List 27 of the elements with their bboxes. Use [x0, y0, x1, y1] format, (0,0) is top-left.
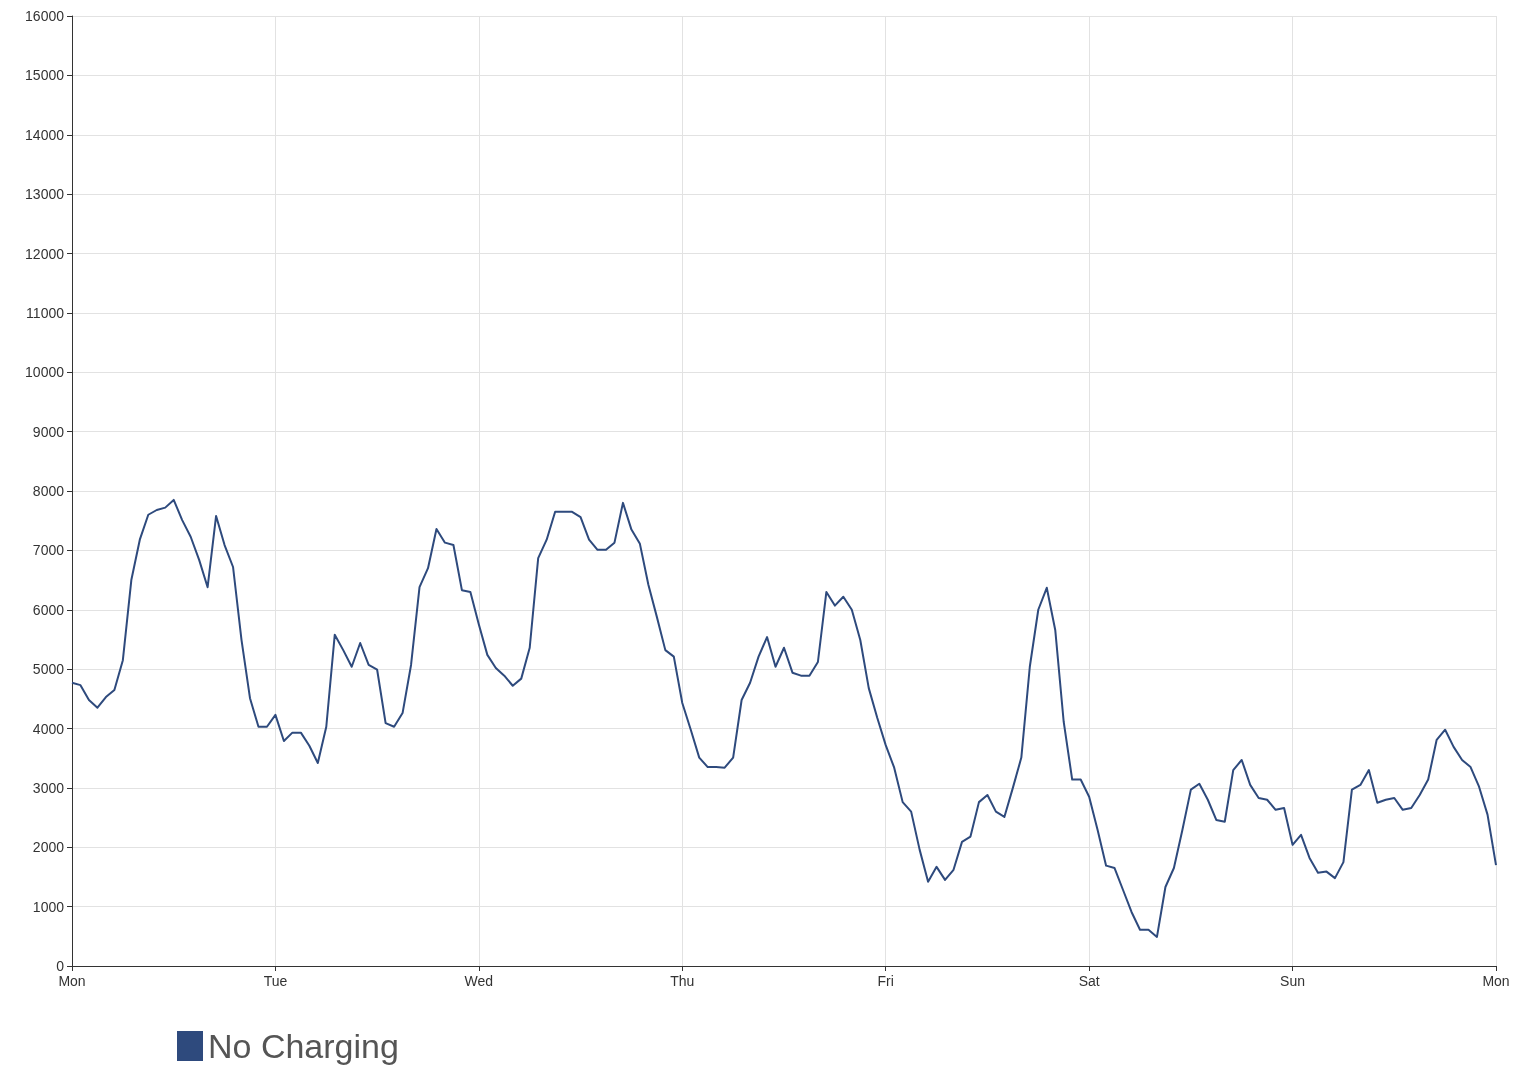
- legend-label: No Charging: [208, 1027, 399, 1065]
- y-tick-label: 3000: [32, 779, 65, 796]
- y-tick-label: 7000: [32, 542, 65, 559]
- y-tick-label: 14000: [25, 126, 65, 143]
- line-series: [71, 498, 1497, 938]
- y-tick-label: 12000: [25, 245, 65, 262]
- y-tick-label: 16000: [25, 8, 65, 24]
- y-tick-label: 1000: [32, 898, 65, 915]
- x-tick-label: Sun: [1280, 973, 1306, 989]
- y-tick-label: 8000: [32, 483, 65, 499]
- x-tick-label: Wed: [464, 973, 494, 989]
- y-tick-label: 15000: [25, 67, 65, 84]
- x-tick-label: Mon: [58, 973, 86, 989]
- y-tick-label: 9000: [32, 423, 65, 440]
- x-tick-label: Fri: [877, 973, 894, 989]
- y-tick-label: 13000: [25, 186, 65, 203]
- y-tick-label: 6000: [32, 601, 65, 618]
- x-tick-label: Sat: [1078, 973, 1100, 989]
- x-tick-label: Tue: [263, 973, 288, 989]
- y-tick-label: 10000: [25, 364, 65, 381]
- y-tick-label: 0: [56, 958, 65, 974]
- y-tick-label: 2000: [32, 839, 65, 856]
- x-tick-label: Mon: [1482, 973, 1510, 989]
- y-tick-label: 5000: [32, 661, 65, 678]
- y-tick-label: 11000: [26, 304, 65, 321]
- y-tick-label: 4000: [32, 720, 65, 737]
- x-tick-label: Thu: [670, 973, 695, 989]
